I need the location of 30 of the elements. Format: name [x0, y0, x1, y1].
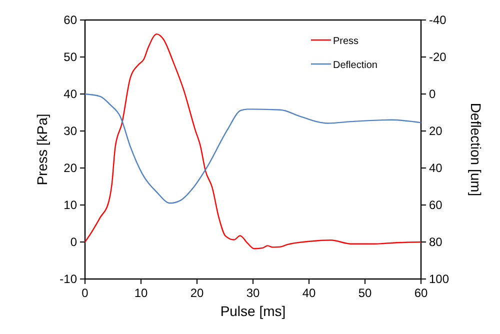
x-tick-label: 40 [302, 286, 316, 300]
y2-tick-label: 60 [429, 198, 443, 212]
y-tick-label: 30 [64, 124, 78, 138]
x-tick-label: 50 [358, 286, 372, 300]
x-axis-title: Pulse [ms] [220, 303, 286, 319]
legend-label: Deflection [333, 60, 378, 71]
y2-tick-label: 40 [429, 161, 443, 175]
y-tick-label: 20 [64, 161, 78, 175]
y2-tick-label: -20 [429, 50, 447, 64]
y-tick-label: 40 [64, 87, 78, 101]
y2-axis-title: Deflection [um] [468, 102, 484, 196]
y-tick-label: -10 [60, 272, 78, 286]
x-tick-label: 60 [414, 286, 428, 300]
y2-tick-label: -40 [429, 13, 447, 27]
x-tick-label: 20 [190, 286, 204, 300]
x-tick-label: 0 [82, 286, 89, 300]
x-tick-label: 10 [134, 286, 148, 300]
y-tick-label: 60 [64, 13, 78, 27]
y2-tick-label: 0 [429, 87, 436, 101]
line-series [84, 33, 422, 250]
y-axis-title: Press [kPa] [34, 114, 50, 186]
y2-tick-label: 80 [429, 235, 443, 249]
x-tick-label: 30 [246, 286, 260, 300]
y-tick-label: 10 [64, 198, 78, 212]
y2-tick-label: 100 [429, 272, 450, 286]
legend-label: Press [333, 36, 359, 47]
line-series [84, 93, 422, 204]
y-tick-label: 50 [64, 50, 78, 64]
y2-tick-label: 20 [429, 124, 443, 138]
y-tick-label: 0 [70, 235, 78, 249]
